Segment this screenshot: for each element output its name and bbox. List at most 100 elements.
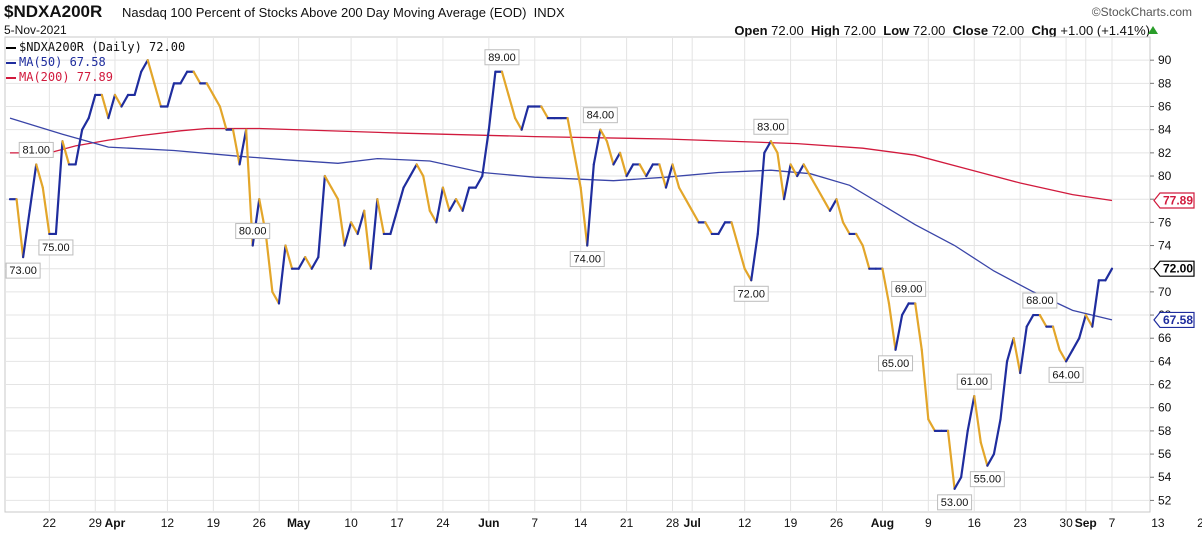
price-segment — [809, 174, 818, 189]
x-tick-label: 14 — [574, 516, 588, 530]
price-segment — [133, 70, 143, 97]
chg-value: +1.00 (+1.41%) — [1060, 23, 1150, 38]
price-segment — [107, 93, 117, 120]
price-segment — [841, 221, 851, 236]
x-tick-label: 12 — [161, 516, 175, 530]
x-tick-label: Apr — [105, 516, 126, 530]
price-segment — [179, 70, 189, 85]
data-label: 68.00 — [1026, 295, 1054, 307]
x-tick-label: 13 — [1151, 516, 1165, 530]
description-text: Nasdaq 100 Percent of Stocks Above 200 D… — [122, 5, 527, 20]
price-segment — [428, 209, 438, 224]
price-segment — [691, 209, 700, 224]
price-segment — [15, 198, 25, 259]
price-segment — [513, 116, 523, 131]
price-segment — [592, 128, 602, 166]
data-label: 65.00 — [882, 358, 910, 370]
price-segment — [61, 140, 71, 166]
price-segment — [192, 70, 202, 85]
legend-item-ma50: MA(50) 67.58 — [6, 55, 106, 69]
x-tick-label: 9 — [925, 516, 932, 530]
price-segment — [612, 151, 622, 166]
price-segment — [717, 221, 727, 236]
price-segment — [881, 267, 891, 305]
price-segment — [238, 128, 248, 166]
y-tick-label: 80 — [1158, 169, 1172, 183]
y-tick-label: 66 — [1158, 331, 1172, 345]
data-label-box — [484, 49, 520, 66]
price-segment — [212, 93, 222, 108]
price-segment — [802, 163, 812, 178]
price-segment — [737, 244, 746, 270]
data-label: 55.00 — [974, 474, 1002, 486]
price-segment — [330, 186, 340, 201]
data-label: 83.00 — [757, 121, 785, 133]
x-tick-label: 7 — [1109, 516, 1116, 530]
x-tick-label: 26 — [253, 516, 267, 530]
y-tick-label: 86 — [1158, 100, 1172, 114]
price-segment — [277, 244, 287, 305]
price-segment — [264, 232, 274, 293]
price-segment — [461, 186, 471, 212]
x-tick-label: Jun — [478, 516, 499, 530]
x-tick-label: 29 — [89, 516, 103, 530]
data-label: 74.00 — [573, 254, 601, 266]
y-tick-label: 62 — [1158, 378, 1172, 392]
price-segment — [87, 93, 97, 120]
price-segment — [756, 151, 766, 236]
price-segment — [677, 186, 687, 201]
legend-label-ma200: MA(200) 77.89 — [19, 70, 113, 84]
x-tick-label: 23 — [1013, 516, 1027, 530]
price-segment — [684, 198, 694, 212]
price-segment — [422, 174, 431, 212]
price-segment — [750, 232, 759, 282]
data-label: 81.00 — [22, 144, 50, 156]
open-label: Open — [734, 23, 768, 38]
price-segment — [763, 140, 773, 154]
chart-description: Nasdaq 100 Percent of Stocks Above 200 D… — [122, 5, 565, 20]
price-segment — [999, 360, 1009, 421]
price-segment — [205, 82, 215, 97]
y-tick-label: 60 — [1158, 401, 1172, 415]
value-badge-label: 67.58 — [1163, 313, 1193, 327]
x-tick-label: 7 — [531, 516, 538, 530]
low-label: Low — [883, 23, 910, 38]
x-tick-label: 10 — [344, 516, 358, 530]
x-tick-label: 16 — [968, 516, 982, 530]
price-segment — [323, 174, 333, 189]
price-segment — [914, 302, 923, 351]
price-segment — [140, 59, 149, 73]
x-tick-label: 21 — [620, 516, 634, 530]
data-label: 53.00 — [941, 497, 969, 509]
legend-swatch-price — [6, 46, 16, 49]
x-tick-label: Jul — [684, 516, 701, 530]
price-segment — [500, 70, 510, 97]
plot-frame — [4, 36, 1151, 513]
price-segment — [343, 221, 353, 247]
price-segment — [74, 128, 84, 166]
price-segment — [28, 163, 38, 212]
data-label-box — [969, 471, 1005, 488]
high-value: 72.00 — [843, 23, 877, 38]
x-tick-label: 19 — [207, 516, 221, 530]
x-tick-label: 30 — [1059, 516, 1073, 530]
data-label: 73.00 — [9, 265, 37, 277]
price-segment — [992, 418, 1002, 456]
price-segment — [146, 59, 156, 85]
price-segment — [435, 186, 445, 224]
price-segment — [645, 163, 654, 178]
legend-swatch-ma50 — [6, 61, 16, 64]
price-segment — [474, 174, 484, 189]
price-segment — [618, 151, 628, 178]
price-segment — [310, 256, 320, 270]
price-segment — [41, 186, 51, 236]
price-segment — [789, 163, 799, 178]
legend-item-price: $NDXA200R (Daily) 72.00 — [6, 40, 185, 54]
value-badge-label: 72.00 — [1163, 262, 1193, 276]
price-segment — [894, 313, 904, 351]
price-segment — [586, 163, 595, 247]
price-segment — [638, 163, 648, 178]
price-segment — [887, 302, 897, 351]
data-label-box — [235, 223, 271, 240]
price-segment — [566, 116, 576, 154]
